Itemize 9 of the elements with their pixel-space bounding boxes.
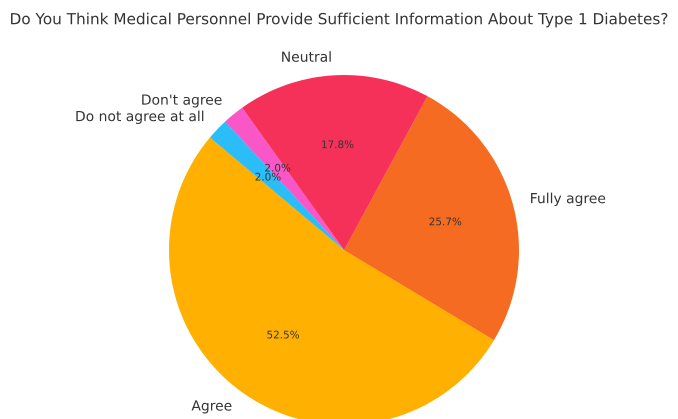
slice-label: Fully agree xyxy=(531,192,606,206)
chart-title: Do You Think Medical Personnel Provide Sufficient Information About Type 1 Diabetes? xyxy=(11,12,668,28)
data-label: 52.5% xyxy=(267,330,299,339)
data-label: 17.8% xyxy=(322,140,354,148)
slice-label: Don't agree xyxy=(142,94,222,108)
slice-label: Neutral xyxy=(282,51,331,62)
slice-label: Agree xyxy=(192,400,232,414)
slice-label: Do not agree at all xyxy=(76,110,204,124)
data-label: 25.7% xyxy=(430,218,462,226)
